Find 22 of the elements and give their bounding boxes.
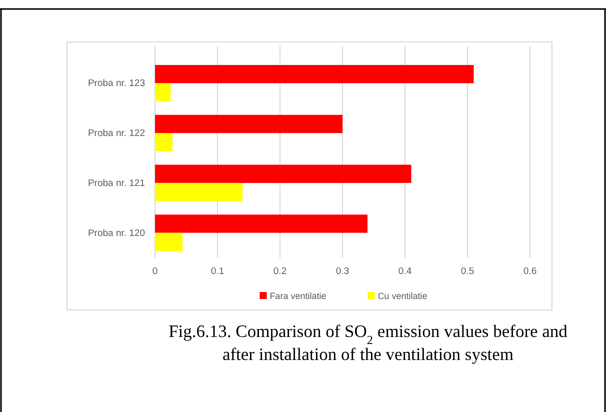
bar (155, 182, 242, 202)
bar (155, 133, 172, 152)
x-tick-label: 0.6 (523, 266, 537, 277)
caption: Fig.6.13. Comparison of SO$_{2}$ emission values before and after installation of the ventilation system (168, 321, 568, 364)
bar (155, 164, 412, 183)
x-tick-label: 0.2 (273, 266, 287, 277)
legend-label: Cu ventilatie (378, 291, 428, 301)
x-tick-label: 0.5 (460, 266, 474, 277)
x-tick-label: 0.3 (336, 266, 350, 277)
x-tick-label: 0.4 (398, 266, 412, 277)
bar (155, 64, 474, 84)
legend-label: Fara ventilatie (270, 291, 326, 301)
bar (155, 214, 368, 233)
y-tick-label: Proba nr. 120 (88, 228, 145, 239)
x-tick-label: 0 (152, 266, 158, 277)
y-tick-label: Proba nr. 121 (88, 178, 145, 189)
bar (155, 83, 171, 102)
bar (155, 114, 342, 134)
y-tick-label: Proba nr. 123 (88, 78, 145, 90)
bar (155, 232, 182, 252)
x-tick-label: 0.1 (210, 266, 224, 277)
y-tick-label: Proba nr. 122 (88, 128, 145, 140)
